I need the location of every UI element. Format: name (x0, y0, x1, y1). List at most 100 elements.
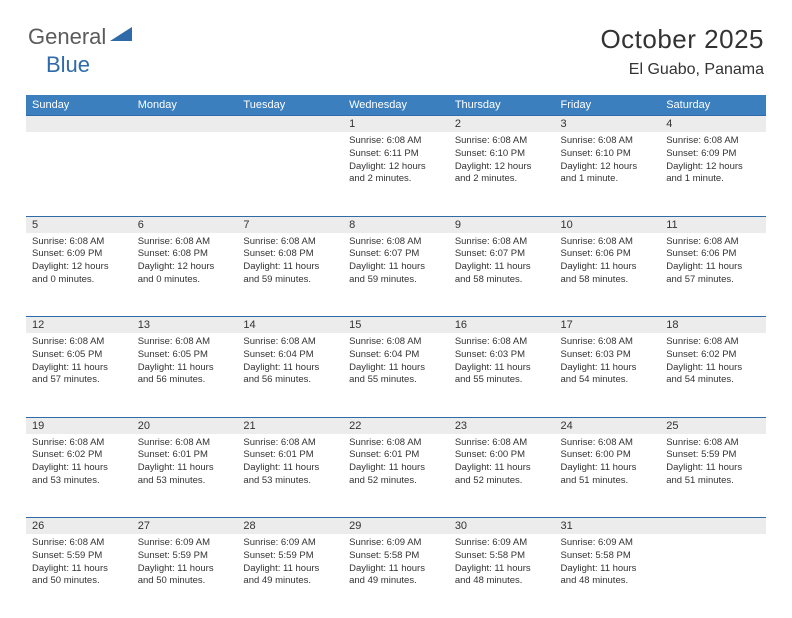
day-header: Thursday (449, 95, 555, 116)
day-number: 5 (26, 216, 132, 233)
day-data: Sunrise: 6:08 AMSunset: 6:01 PMDaylight:… (237, 434, 343, 494)
day-data: Sunrise: 6:08 AMSunset: 6:05 PMDaylight:… (132, 333, 238, 393)
logo-text-blue: Blue (46, 52, 90, 77)
day-data: Sunrise: 6:09 AMSunset: 5:58 PMDaylight:… (555, 534, 661, 594)
day-number: 29 (343, 518, 449, 535)
day-number: 11 (660, 216, 766, 233)
day-data: Sunrise: 6:08 AMSunset: 6:04 PMDaylight:… (237, 333, 343, 393)
day-header: Saturday (660, 95, 766, 116)
day-number: 24 (555, 417, 661, 434)
day-cell: Sunrise: 6:08 AMSunset: 6:02 PMDaylight:… (660, 333, 766, 417)
day-data: Sunrise: 6:09 AMSunset: 5:59 PMDaylight:… (132, 534, 238, 594)
day-number: 31 (555, 518, 661, 535)
day-data: Sunrise: 6:08 AMSunset: 6:00 PMDaylight:… (555, 434, 661, 494)
day-number: 22 (343, 417, 449, 434)
day-number-row: 262728293031 (26, 518, 766, 535)
day-number-row: 567891011 (26, 216, 766, 233)
day-cell: Sunrise: 6:08 AMSunset: 6:07 PMDaylight:… (343, 233, 449, 317)
day-data-row: Sunrise: 6:08 AMSunset: 6:02 PMDaylight:… (26, 434, 766, 518)
day-cell: Sunrise: 6:08 AMSunset: 6:09 PMDaylight:… (660, 132, 766, 216)
day-data: Sunrise: 6:08 AMSunset: 6:09 PMDaylight:… (26, 233, 132, 293)
day-cell: Sunrise: 6:08 AMSunset: 6:04 PMDaylight:… (343, 333, 449, 417)
day-data: Sunrise: 6:08 AMSunset: 6:02 PMDaylight:… (660, 333, 766, 393)
calendar-table: SundayMondayTuesdayWednesdayThursdayFrid… (26, 95, 766, 618)
day-header: Monday (132, 95, 238, 116)
day-number: 26 (26, 518, 132, 535)
day-cell: Sunrise: 6:08 AMSunset: 6:08 PMDaylight:… (132, 233, 238, 317)
day-number: 4 (660, 116, 766, 133)
day-data: Sunrise: 6:08 AMSunset: 6:04 PMDaylight:… (343, 333, 449, 393)
day-cell (237, 132, 343, 216)
day-header: Sunday (26, 95, 132, 116)
day-cell: Sunrise: 6:08 AMSunset: 5:59 PMDaylight:… (26, 534, 132, 618)
day-data: Sunrise: 6:08 AMSunset: 6:08 PMDaylight:… (132, 233, 238, 293)
day-data-row: Sunrise: 6:08 AMSunset: 6:11 PMDaylight:… (26, 132, 766, 216)
day-data: Sunrise: 6:08 AMSunset: 5:59 PMDaylight:… (26, 534, 132, 594)
day-data: Sunrise: 6:09 AMSunset: 5:58 PMDaylight:… (449, 534, 555, 594)
day-cell: Sunrise: 6:08 AMSunset: 6:09 PMDaylight:… (26, 233, 132, 317)
day-number: 21 (237, 417, 343, 434)
day-data: Sunrise: 6:08 AMSunset: 6:10 PMDaylight:… (449, 132, 555, 192)
day-data: Sunrise: 6:08 AMSunset: 6:06 PMDaylight:… (555, 233, 661, 293)
day-data: Sunrise: 6:08 AMSunset: 6:06 PMDaylight:… (660, 233, 766, 293)
day-number: 13 (132, 317, 238, 334)
day-number: 20 (132, 417, 238, 434)
day-cell: Sunrise: 6:08 AMSunset: 6:03 PMDaylight:… (449, 333, 555, 417)
day-number: 14 (237, 317, 343, 334)
day-cell: Sunrise: 6:08 AMSunset: 6:11 PMDaylight:… (343, 132, 449, 216)
day-data: Sunrise: 6:08 AMSunset: 6:07 PMDaylight:… (449, 233, 555, 293)
day-data: Sunrise: 6:08 AMSunset: 6:09 PMDaylight:… (660, 132, 766, 192)
day-data: Sunrise: 6:08 AMSunset: 6:07 PMDaylight:… (343, 233, 449, 293)
day-cell: Sunrise: 6:09 AMSunset: 5:58 PMDaylight:… (343, 534, 449, 618)
day-cell: Sunrise: 6:08 AMSunset: 6:03 PMDaylight:… (555, 333, 661, 417)
day-data-row: Sunrise: 6:08 AMSunset: 6:05 PMDaylight:… (26, 333, 766, 417)
day-number (26, 116, 132, 133)
day-data: Sunrise: 6:08 AMSunset: 6:10 PMDaylight:… (555, 132, 661, 192)
day-data: Sunrise: 6:08 AMSunset: 6:11 PMDaylight:… (343, 132, 449, 192)
day-number: 28 (237, 518, 343, 535)
day-data: Sunrise: 6:08 AMSunset: 6:05 PMDaylight:… (26, 333, 132, 393)
day-cell (26, 132, 132, 216)
day-number: 25 (660, 417, 766, 434)
day-data: Sunrise: 6:08 AMSunset: 6:03 PMDaylight:… (555, 333, 661, 393)
day-data-row: Sunrise: 6:08 AMSunset: 5:59 PMDaylight:… (26, 534, 766, 618)
day-cell: Sunrise: 6:08 AMSunset: 6:08 PMDaylight:… (237, 233, 343, 317)
logo-blue-text-wrap: Blue (46, 52, 90, 78)
day-number: 27 (132, 518, 238, 535)
day-cell: Sunrise: 6:09 AMSunset: 5:58 PMDaylight:… (555, 534, 661, 618)
day-cell: Sunrise: 6:08 AMSunset: 6:00 PMDaylight:… (555, 434, 661, 518)
month-title: October 2025 (600, 24, 764, 55)
day-cell: Sunrise: 6:08 AMSunset: 6:01 PMDaylight:… (132, 434, 238, 518)
day-cell: Sunrise: 6:09 AMSunset: 5:58 PMDaylight:… (449, 534, 555, 618)
day-header: Wednesday (343, 95, 449, 116)
day-number: 16 (449, 317, 555, 334)
day-cell: Sunrise: 6:08 AMSunset: 6:02 PMDaylight:… (26, 434, 132, 518)
day-number-row: 19202122232425 (26, 417, 766, 434)
day-cell: Sunrise: 6:08 AMSunset: 5:59 PMDaylight:… (660, 434, 766, 518)
logo-triangle-icon (110, 25, 132, 46)
day-number: 8 (343, 216, 449, 233)
day-number: 6 (132, 216, 238, 233)
day-header-row: SundayMondayTuesdayWednesdayThursdayFrid… (26, 95, 766, 116)
day-data: Sunrise: 6:08 AMSunset: 5:59 PMDaylight:… (660, 434, 766, 494)
day-number: 1 (343, 116, 449, 133)
day-number: 10 (555, 216, 661, 233)
day-number-row: 1234 (26, 116, 766, 133)
day-data: Sunrise: 6:08 AMSunset: 6:00 PMDaylight:… (449, 434, 555, 494)
day-number: 18 (660, 317, 766, 334)
header: General October 2025 El Guabo, Panama (0, 0, 792, 89)
day-cell (132, 132, 238, 216)
day-number (237, 116, 343, 133)
day-cell: Sunrise: 6:08 AMSunset: 6:10 PMDaylight:… (555, 132, 661, 216)
day-header: Tuesday (237, 95, 343, 116)
day-cell (660, 534, 766, 618)
day-cell: Sunrise: 6:08 AMSunset: 6:05 PMDaylight:… (132, 333, 238, 417)
day-data-row: Sunrise: 6:08 AMSunset: 6:09 PMDaylight:… (26, 233, 766, 317)
logo-text-general: General (28, 24, 106, 50)
day-number-row: 12131415161718 (26, 317, 766, 334)
day-cell: Sunrise: 6:09 AMSunset: 5:59 PMDaylight:… (132, 534, 238, 618)
day-data: Sunrise: 6:08 AMSunset: 6:01 PMDaylight:… (343, 434, 449, 494)
day-cell: Sunrise: 6:08 AMSunset: 6:05 PMDaylight:… (26, 333, 132, 417)
day-cell: Sunrise: 6:08 AMSunset: 6:10 PMDaylight:… (449, 132, 555, 216)
location: El Guabo, Panama (600, 61, 764, 79)
